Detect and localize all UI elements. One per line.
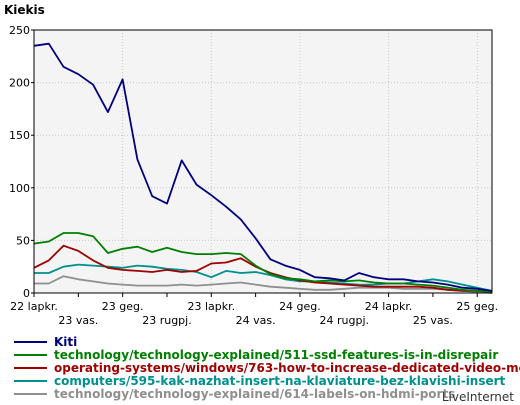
series-line-4	[34, 275, 493, 294]
y-tick-label: 0	[23, 287, 30, 300]
x-tick-label: 25 vas.	[413, 314, 453, 327]
legend-entry: operating-systems/windows/763-how-to-inc…	[54, 361, 520, 375]
series-lines	[33, 42, 493, 294]
x-tick-label: 24 vas.	[236, 314, 276, 327]
plot-border	[33, 29, 493, 294]
brand-label: LiveInternet	[442, 390, 514, 404]
x-tick-label: 22 lapkr.	[10, 300, 58, 313]
y-axis-ticks: 0 50 100 150 200 250	[9, 24, 34, 300]
x-tick-label: 23 vas.	[58, 314, 98, 327]
legend-entry: technology/technology-explained/511-ssd-…	[54, 348, 498, 362]
x-tick-label: 24 rugpj.	[320, 314, 370, 327]
y-tick-label: 50	[16, 234, 30, 247]
series-line-0	[33, 42, 493, 292]
x-tick-label: 23 rugpj.	[142, 314, 192, 327]
plot-area	[34, 30, 492, 293]
x-tick-label: 23 geg.	[102, 300, 144, 313]
series-line-1	[33, 232, 493, 293]
y-axis-title: Kiekis	[4, 3, 45, 17]
y-tick-label: 200	[9, 77, 30, 90]
x-tick-label: 25 geg.	[456, 300, 498, 313]
legend: Kititechnology/technology-explained/511-…	[14, 335, 520, 401]
legend-entry: computers/595-kak-nazhat-insert-na-klavi…	[54, 374, 506, 388]
legend-entry: Kiti	[54, 335, 77, 349]
y-tick-label: 250	[9, 24, 30, 37]
y-tick-label: 150	[9, 129, 30, 142]
x-tick-label: 24 lapkr.	[365, 300, 413, 313]
y-tick-label: 100	[9, 182, 30, 195]
x-axis-ticks: 22 lapkr. 23 geg. 23 lapkr. 24 geg. 24 lapkr…	[10, 293, 498, 327]
x-tick-label: 23 lapkr.	[187, 300, 235, 313]
x-tick-label: 24 geg.	[279, 300, 321, 313]
legend-entry: technology/technology-explained/614-labe…	[54, 387, 455, 401]
